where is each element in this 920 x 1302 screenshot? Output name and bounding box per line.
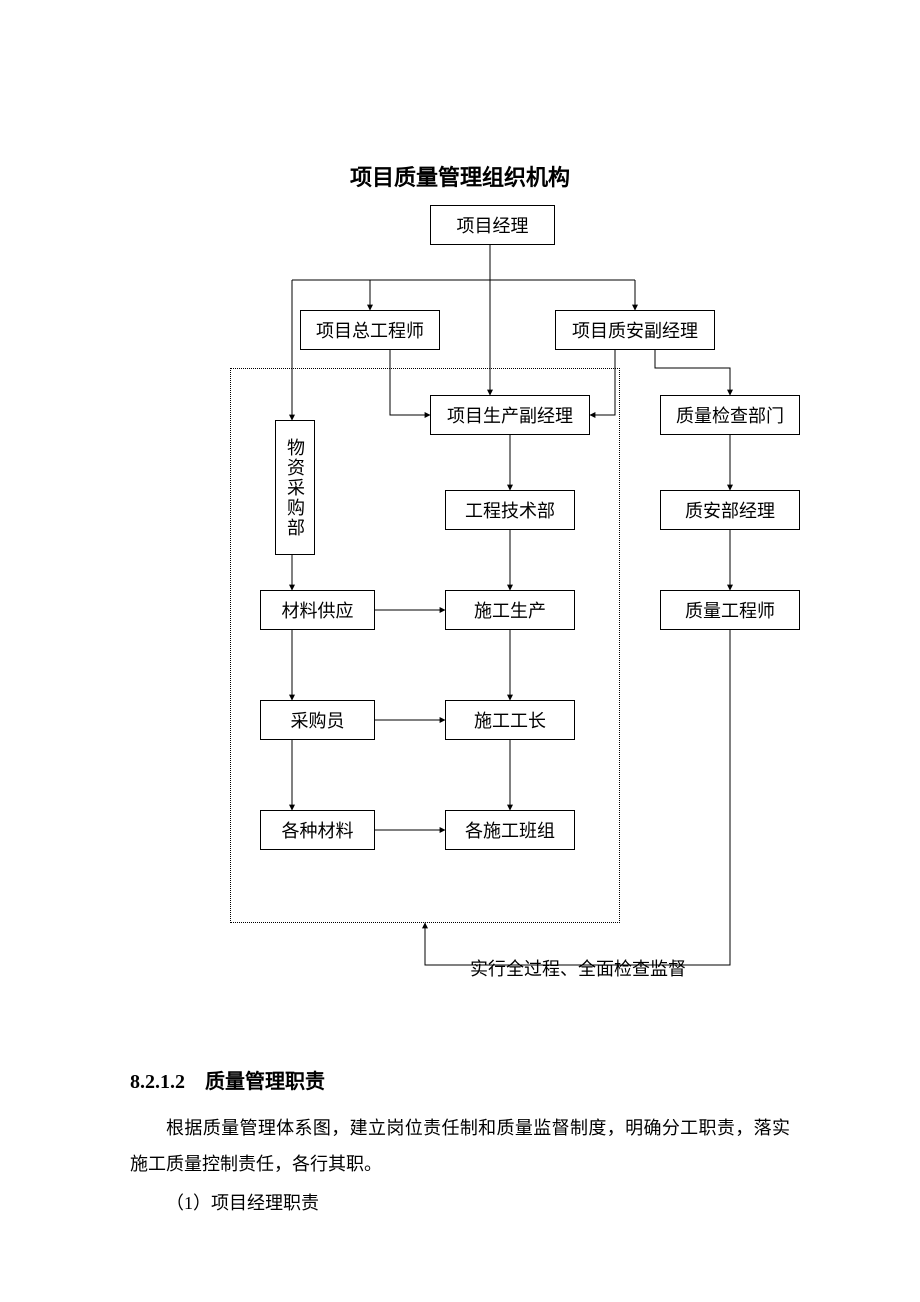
- node-q_eng: 质量工程师: [660, 590, 800, 630]
- node-procure: 物资采购部: [275, 420, 315, 555]
- node-materials: 各种材料: [260, 810, 375, 850]
- section-number: 8.2.1.2: [130, 1071, 185, 1093]
- node-qc_dept: 质量检查部门: [660, 395, 800, 435]
- node-teams: 各施工班组: [445, 810, 575, 850]
- node-buyer: 采购员: [260, 700, 375, 740]
- section-heading: 8.2.1.2 质量管理职责: [130, 1065, 325, 1094]
- section-title: 质量管理职责: [205, 1071, 325, 1093]
- node-mat_sup: 材料供应: [260, 590, 375, 630]
- node-prod_vp: 项目生产副经理: [430, 395, 590, 435]
- node-qa_mgr: 质安部经理: [660, 490, 800, 530]
- section-paragraph-1: 根据质量管理体系图，建立岗位责任制和质量监督制度，明确分工职责，落实施工质量控制…: [130, 1110, 790, 1182]
- supervision-annotation: 实行全过程、全面检查监督: [470, 955, 686, 981]
- node-chief: 项目总工程师: [300, 310, 440, 350]
- node-pm: 项目经理: [430, 205, 555, 245]
- node-tech: 工程技术部: [445, 490, 575, 530]
- node-qa_vp: 项目质安副经理: [555, 310, 715, 350]
- page: 项目质量管理组织机构 项目经理项目总工程师 项目质安副经理项目生产副经理 质量检查部…: [0, 0, 920, 1302]
- node-foreman: 施工工长: [445, 700, 575, 740]
- diagram-title: 项目质量管理组织机构: [0, 160, 920, 192]
- node-build: 施工生产: [445, 590, 575, 630]
- section-item-1: （1）项目经理职责: [166, 1185, 319, 1221]
